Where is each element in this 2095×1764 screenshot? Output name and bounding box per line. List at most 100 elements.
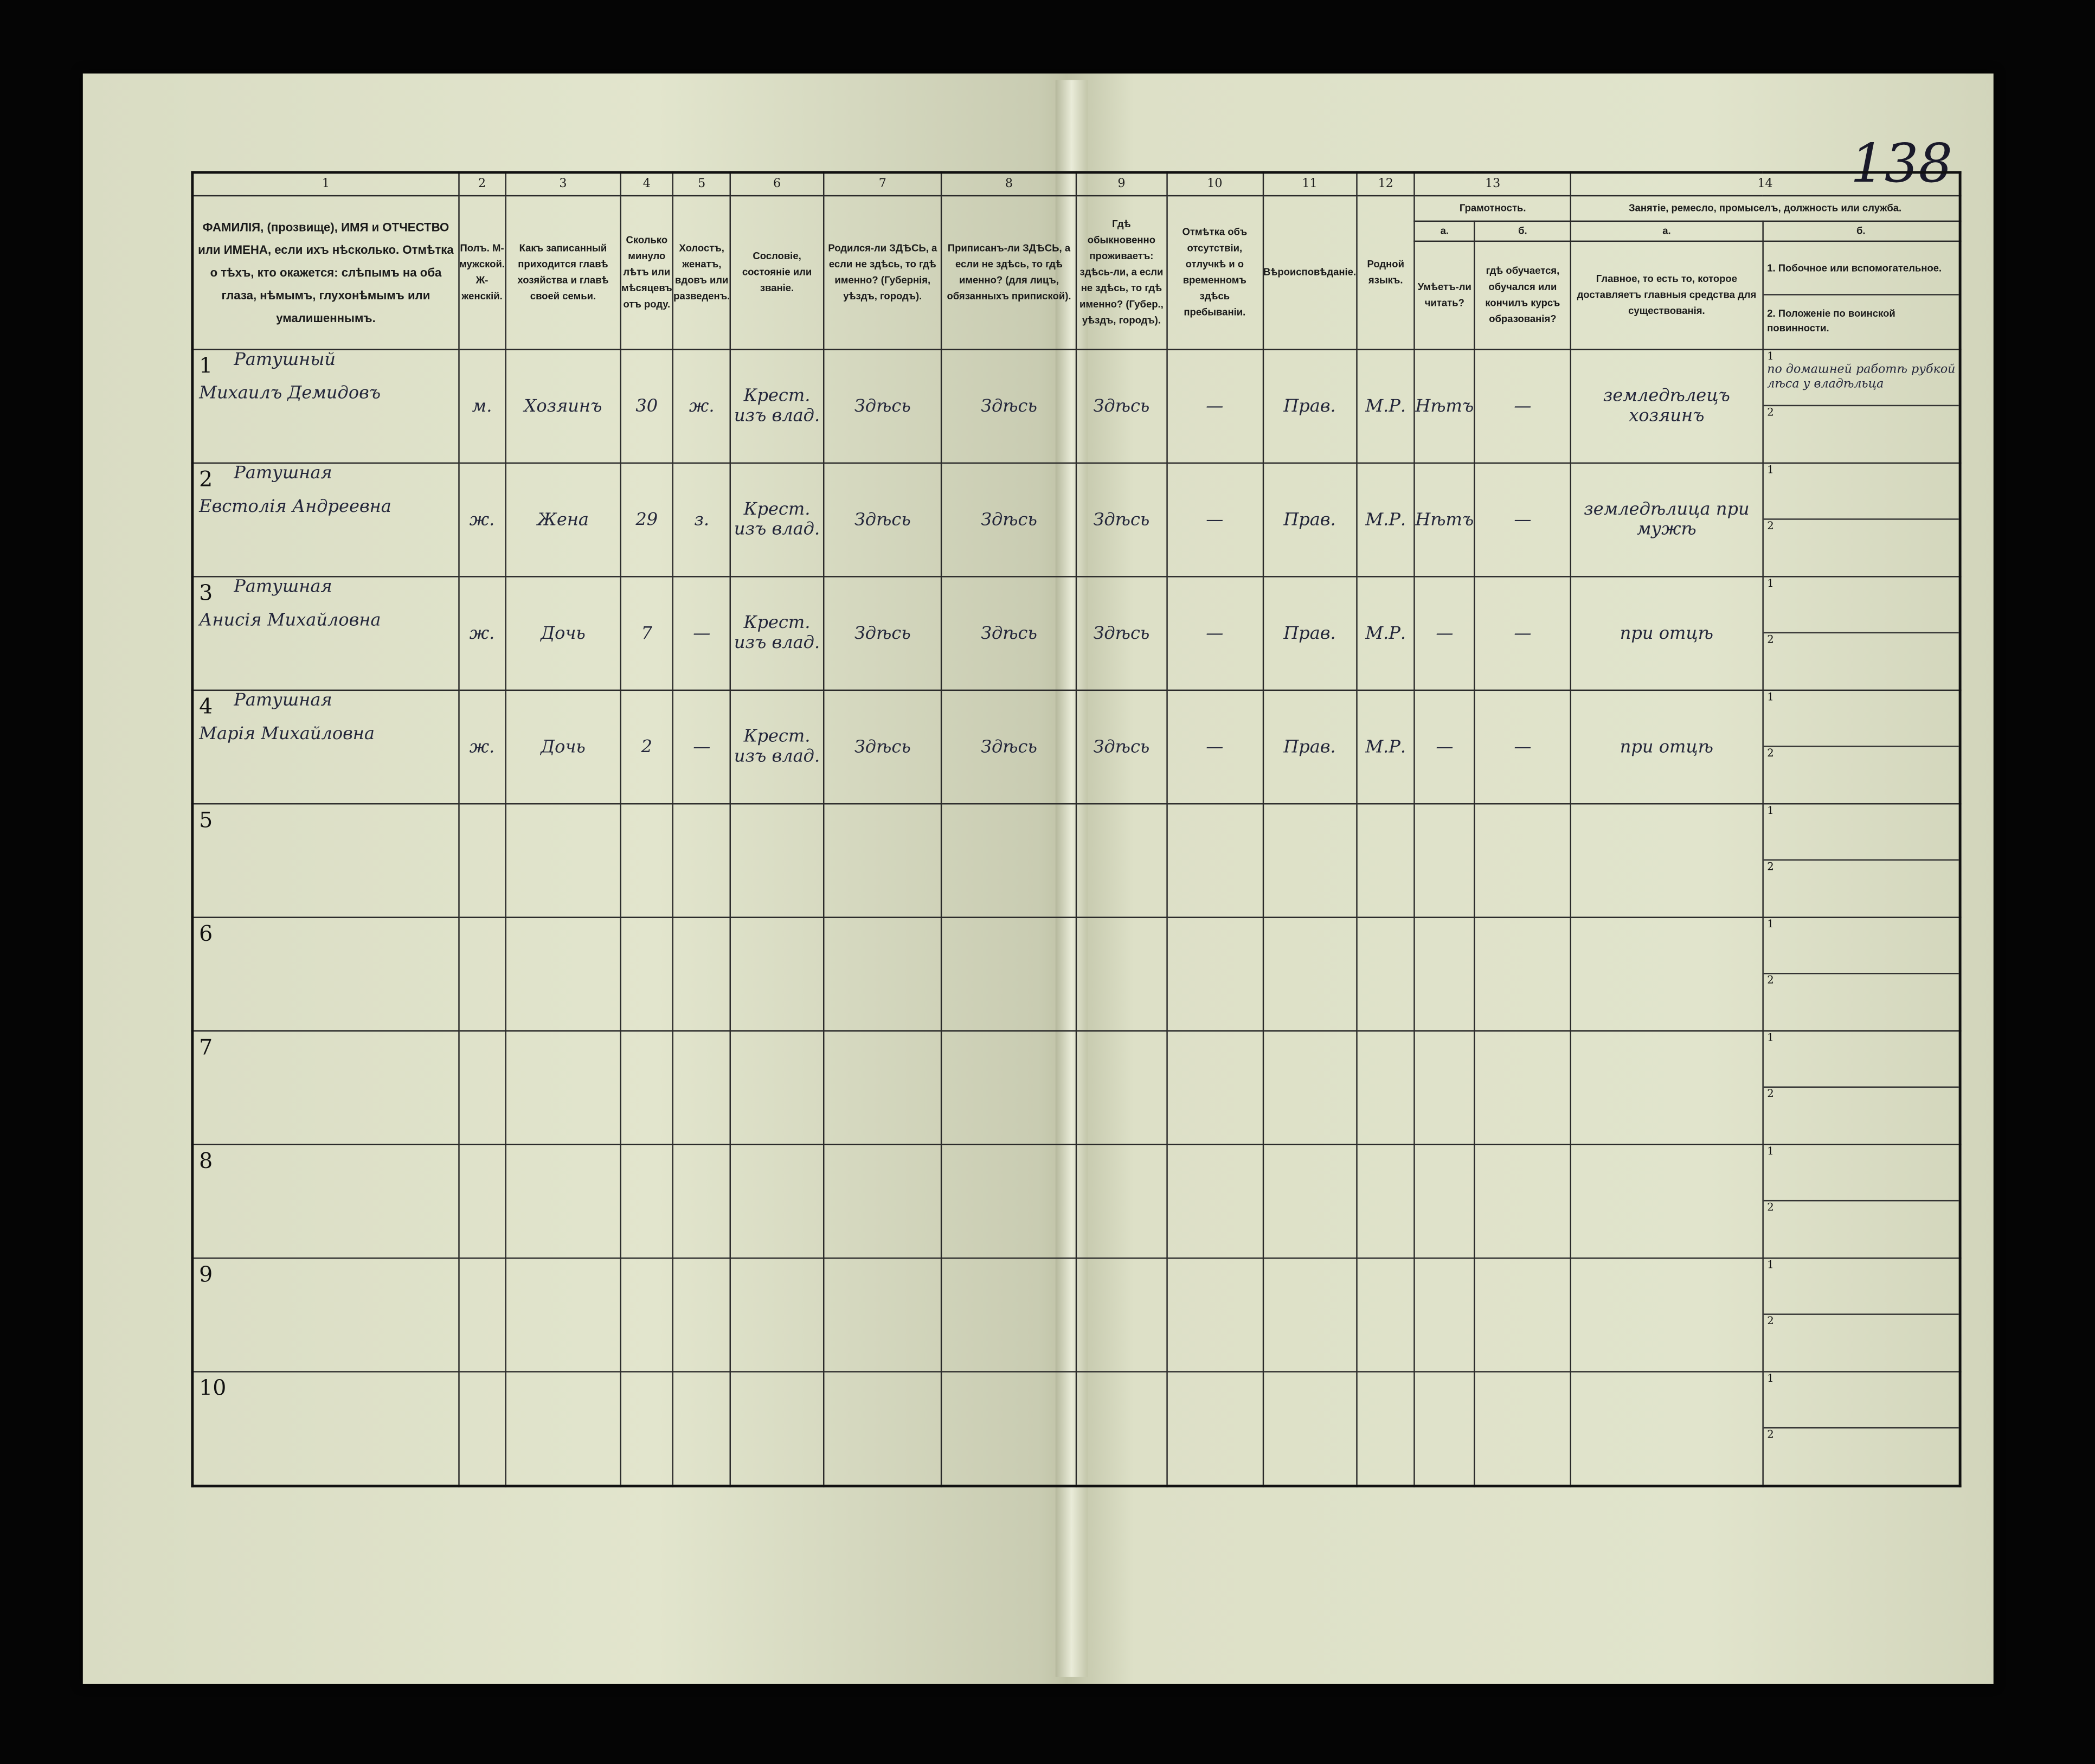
cell-education (1474, 1371, 1572, 1487)
cell-resides: Здѣсь (1075, 462, 1168, 578)
cell-literate: — (1413, 689, 1475, 805)
sub-number: 2 (1767, 1428, 1774, 1441)
cell-absence: — (1166, 349, 1263, 464)
cell-registered (941, 1257, 1077, 1372)
row-number: 10 (199, 1375, 227, 1401)
person-row: 5 1 2 (191, 803, 1961, 918)
surname: Ратушная (234, 464, 332, 484)
cell-marital: ж. (672, 349, 731, 464)
cell-resides (1075, 1030, 1168, 1145)
cell-occupation (1570, 1257, 1763, 1372)
cell-sex: м. (458, 349, 506, 464)
sub-label: а. (1413, 220, 1475, 242)
cell-age: 2 (620, 689, 674, 805)
cell-literate (1413, 1371, 1475, 1487)
cell-estate (730, 803, 824, 918)
cell-age (620, 1144, 674, 1259)
column-header: Вѣроисповѣданіе. (1262, 195, 1358, 350)
cell-born (822, 916, 943, 1032)
cell-education (1474, 803, 1572, 918)
cell-education (1474, 916, 1572, 1032)
column-number: 10 (1166, 171, 1263, 197)
row-number: 7 (199, 1034, 213, 1060)
cell-absence: — (1166, 462, 1263, 578)
cell-absence (1166, 1257, 1263, 1372)
cell-age (620, 803, 674, 918)
cell-language: М.Р. (1356, 349, 1416, 464)
person-row: 9 1 2 (191, 1257, 1961, 1372)
column-header: гдѣ обучается, обучался или кончилъ курс… (1474, 240, 1572, 350)
cell-absence (1166, 1371, 1263, 1487)
cell-marital: — (672, 576, 731, 691)
person-row: 1 Ратушный Михаилъ Демидовъ м. Хозяинъ 30 ж. Кр… (191, 349, 1961, 464)
sub-number: 1 (1767, 1372, 1774, 1385)
cell-literate: Нѣтъ (1413, 462, 1475, 578)
cell-literate (1413, 1257, 1475, 1372)
cell-born (822, 1257, 943, 1372)
column-number: 1 (191, 171, 460, 197)
sub-number: 1 (1767, 918, 1774, 931)
person-row: 2 Ратушная Евстолія Андреевна ж. Жена 29 з. Кре… (191, 462, 1961, 578)
cell-sex (458, 1257, 506, 1372)
sub-number: 1 (1767, 577, 1774, 589)
cell-born: Здѣсь (822, 349, 943, 464)
person-row: 6 1 2 (191, 916, 1961, 1032)
cell-religion (1262, 1030, 1358, 1145)
column-number: 12 (1356, 171, 1416, 197)
cell-estate (730, 1371, 824, 1487)
cell-literate (1413, 803, 1475, 918)
cell-literate: Нѣтъ (1413, 349, 1475, 464)
cell-marital: з. (672, 462, 731, 578)
cell-born: Здѣсь (822, 462, 943, 578)
sub-number: 1 (1767, 804, 1774, 817)
cell-registered (941, 916, 1077, 1032)
cell-registered (941, 1030, 1077, 1145)
cell-language (1356, 1144, 1416, 1259)
cell-occupation: при отцѣ (1570, 689, 1763, 805)
sub-number: 2 (1767, 1201, 1774, 1214)
cell-sex: ж. (458, 576, 506, 691)
cell-religion (1262, 1371, 1358, 1487)
sub-label: а. (1570, 220, 1763, 242)
column-number: 5 (672, 171, 731, 197)
cell-age: 29 (620, 462, 674, 578)
cell-education: — (1474, 689, 1572, 805)
cell-sex (458, 1144, 506, 1259)
sub-number: 1 (1767, 691, 1774, 703)
cell-resides (1075, 916, 1168, 1032)
column-header: ФАМИЛІЯ, (прозвище), ИМЯ и ОТЧЕСТВО или … (191, 195, 460, 350)
sub-label: б. (1474, 220, 1572, 242)
cell-born (822, 1371, 943, 1487)
row-number: 4 (199, 693, 213, 719)
cell-relation (504, 916, 621, 1032)
sub-number: 2 (1767, 1314, 1774, 1327)
cell-relation (504, 1257, 621, 1372)
cell-absence (1166, 1030, 1263, 1145)
row-number: 5 (199, 807, 213, 833)
cell-absence (1166, 1144, 1263, 1259)
row-number: 2 (199, 466, 213, 492)
cell-religion (1262, 803, 1358, 918)
cell-occupation (1570, 916, 1763, 1032)
column-number: 4 (620, 171, 674, 197)
cell-side-occupation: по домашней работѣ рубкой лѣса у владѣль… (1767, 363, 1956, 392)
person-row: 8 1 2 (191, 1144, 1961, 1259)
column-number: 9 (1075, 171, 1168, 197)
column-header: Какъ записанный приходится главѣ хозяйст… (504, 195, 621, 350)
sub-number: 1 (1767, 464, 1774, 476)
cell-relation (504, 1030, 621, 1145)
cell-education (1474, 1144, 1572, 1259)
sub-number: 1 (1767, 1259, 1774, 1271)
cell-relation (504, 1144, 621, 1259)
cell-absence: — (1166, 576, 1263, 691)
cell-literate: — (1413, 576, 1475, 691)
row-number: 6 (199, 920, 213, 946)
row-number: 3 (199, 580, 213, 606)
cell-age (620, 1257, 674, 1372)
column-header: Приписанъ-ли ЗДѢСЬ, а если не здѣсь, то … (941, 195, 1077, 350)
cell-marital (672, 916, 731, 1032)
column-number: 14 (1570, 171, 1961, 197)
cell-estate (730, 916, 824, 1032)
cell-registered (941, 1144, 1077, 1259)
column-header: 1. Побочное или вспомогательное. (1763, 242, 1959, 296)
